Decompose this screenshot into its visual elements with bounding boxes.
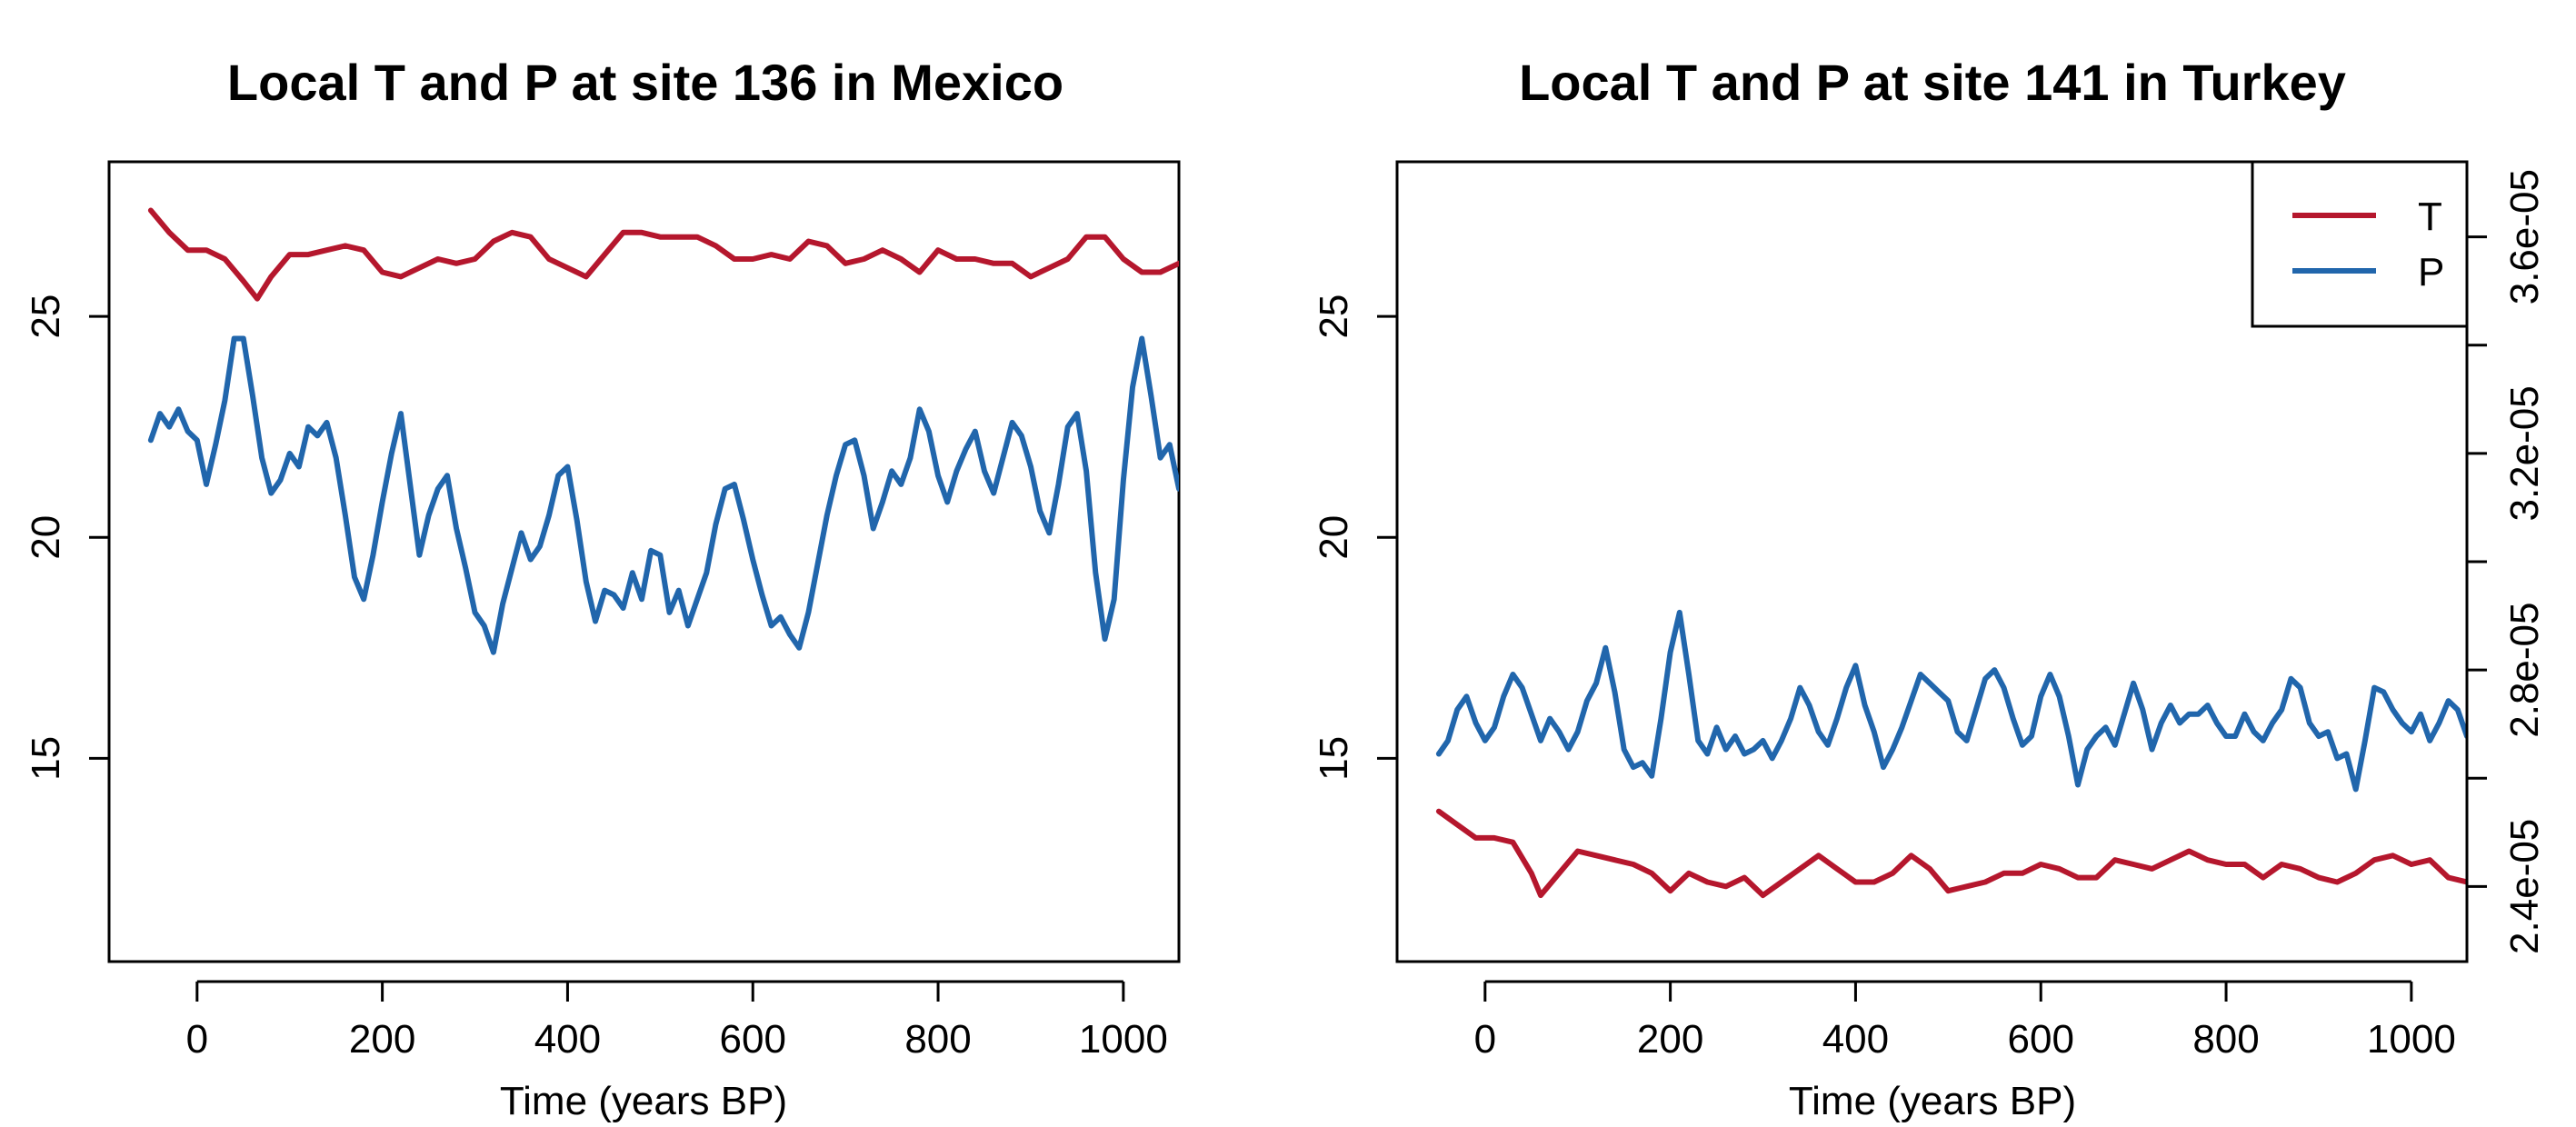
x-tick-label: 200 xyxy=(349,1017,415,1062)
x-tick-label: 0 xyxy=(186,1017,208,1062)
legend: T P xyxy=(2251,160,2469,328)
x-axis: 0 200 400 600 800 1000 xyxy=(1474,980,2456,1062)
x-axis-label: Time (years BP) xyxy=(1789,1079,2076,1123)
series-line-t xyxy=(147,207,1179,302)
x-tick-label: 400 xyxy=(534,1017,601,1062)
y-axis: 15 20 25 xyxy=(24,294,111,781)
y-axis: 15 20 25 xyxy=(1312,294,1399,781)
x-axis: 0 200 400 600 800 1000 xyxy=(186,980,1168,1062)
x-tick-label: 0 xyxy=(1474,1017,1496,1062)
series-layer xyxy=(147,207,1179,655)
x-tick-label: 800 xyxy=(904,1017,971,1062)
right-y-axis: 2.4e-05 2.8e-05 3.2e-05 3.6e-05 xyxy=(2465,169,2547,954)
legend-label-t: T xyxy=(2418,194,2442,239)
x-tick-label: 1000 xyxy=(2367,1017,2456,1062)
right-y-tick-label: 2.4e-05 xyxy=(2502,819,2547,954)
chart-title: Local T and P at site 141 in Turkey xyxy=(1519,54,2346,111)
x-tick-label: 1000 xyxy=(1079,1017,1168,1062)
x-tick-label: 200 xyxy=(1637,1017,1703,1062)
series-layer xyxy=(1435,609,2467,899)
y-tick-label: 20 xyxy=(1312,515,1356,560)
y-tick-label: 15 xyxy=(24,736,68,781)
series-line-p xyxy=(1435,609,2467,793)
chart-panel-turkey: Local T and P at site 141 in Turkey 0 200… xyxy=(1312,54,2547,1123)
legend-label-p: P xyxy=(2418,250,2444,294)
y-tick-label: 15 xyxy=(1312,736,1356,781)
right-y-tick-label: 2.8e-05 xyxy=(2502,602,2547,737)
series-line-t xyxy=(1435,808,2467,899)
y-tick-label: 20 xyxy=(24,515,68,560)
right-y-tick-label: 3.2e-05 xyxy=(2502,385,2547,521)
x-tick-label: 800 xyxy=(2192,1017,2259,1062)
series-line-p xyxy=(147,335,1179,655)
y-tick-label: 25 xyxy=(1312,294,1356,339)
x-axis-label: Time (years BP) xyxy=(500,1079,787,1123)
chart-panel-mexico: Local T and P at site 136 in Mexico 0 200… xyxy=(24,54,1181,1123)
legend-box xyxy=(2251,160,2469,328)
chart-title: Local T and P at site 136 in Mexico xyxy=(227,54,1063,111)
x-tick-label: 400 xyxy=(1822,1017,1889,1062)
x-tick-label: 600 xyxy=(720,1017,786,1062)
y-tick-label: 25 xyxy=(24,294,68,339)
x-tick-label: 600 xyxy=(2008,1017,2074,1062)
right-y-tick-label: 3.6e-05 xyxy=(2502,169,2547,304)
